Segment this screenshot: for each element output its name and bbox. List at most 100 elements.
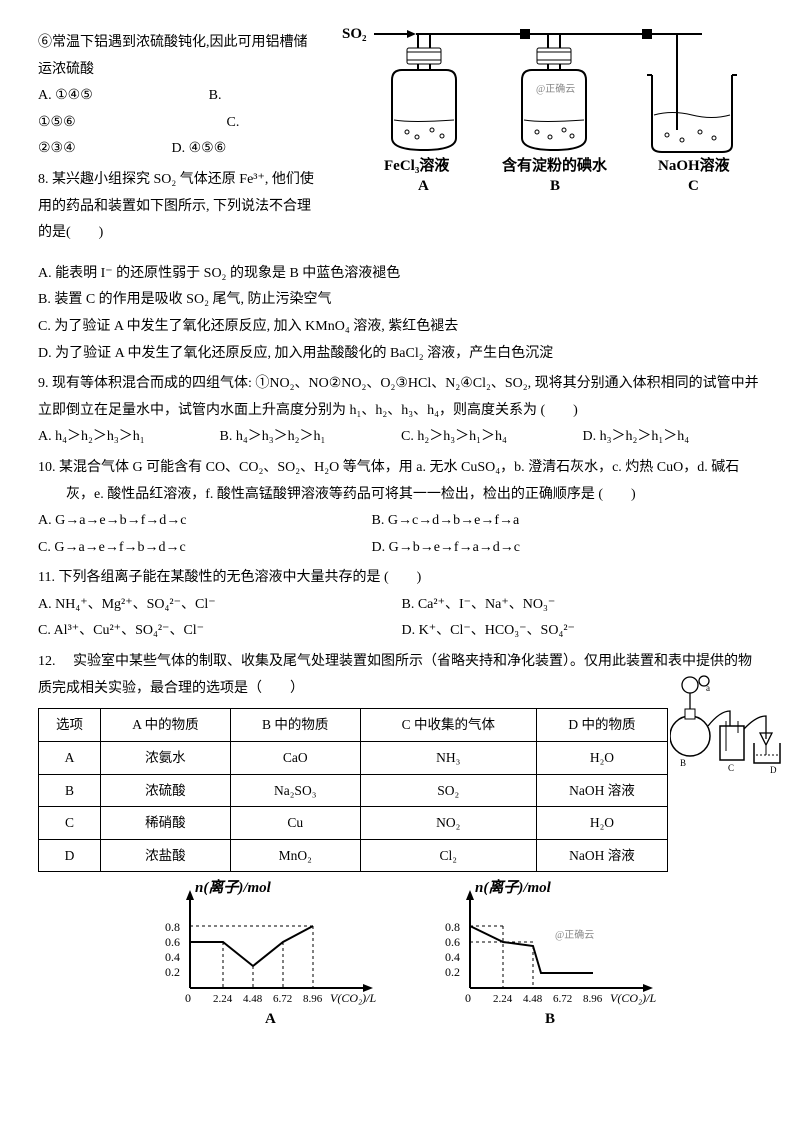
- cell: NO₂: [360, 807, 536, 840]
- cell: CaO: [230, 741, 360, 774]
- q7-text: ⑥常温下铝遇到浓硫酸钝化,因此可用铝槽储运浓硫酸 A. ①④⑤ B. ①⑤⑥ C…: [38, 30, 318, 163]
- q11-row2: C. Al³⁺、Cu²⁺、SO₄²⁻、Cl⁻ D. K⁺、Cl⁻、HCO₃⁻、S…: [38, 618, 762, 645]
- th-3: C 中收集的气体: [360, 709, 536, 742]
- chart-b-label: B: [545, 1011, 555, 1027]
- svg-text:a: a: [706, 683, 710, 693]
- chart-a-xlabel: V(CO₂)/L: [330, 991, 376, 1005]
- q8-optB: B. 装置 C 的作用是吸收 SO₂ 尾气, 防止污染空气: [38, 287, 762, 314]
- ytick: 0.8: [165, 920, 180, 934]
- cell: NH₃: [360, 741, 536, 774]
- flask-b-letter: B: [550, 178, 560, 194]
- ytick: 0.6: [445, 935, 460, 949]
- xtick: 4.48: [523, 993, 543, 1005]
- chart-b-ylabel: n(离子)/mol: [475, 878, 552, 896]
- charts-svg: n(离子)/mol 0.2 0.4 0.6 0.8 0 2.24 4.48 6.…: [135, 878, 665, 1028]
- cell: H₂O: [536, 807, 667, 840]
- q7-options-row3: ②③④ D. ④⑤⑥: [38, 136, 318, 163]
- q10-row2: C. G→a→e→f→b→d→c D. G→b→e→f→a→d→c: [38, 535, 762, 562]
- q11: 11. 下列各组离子能在某酸性的无色溶液中大量共存的是 ( ) A. NH₄⁺、…: [38, 565, 762, 645]
- cell: 浓盐酸: [100, 839, 230, 872]
- cell: Cl₂: [360, 839, 536, 872]
- q10-optD: D. G→b→e→f→a→d→c: [372, 540, 521, 555]
- beaker-c-letter: C: [688, 178, 699, 194]
- q10-optC: C. G→a→e→f→b→d→c: [38, 535, 368, 562]
- svg-text:D: D: [770, 765, 777, 775]
- table-row: A 浓氨水 CaO NH₃ H₂O: [39, 741, 668, 774]
- q11-optC: C. Al³⁺、Cu²⁺、SO₄²⁻、Cl⁻: [38, 618, 398, 645]
- cell: 稀硝酸: [100, 807, 230, 840]
- q9-optC: C. h₂＞h₃＞h₁＞h₄: [401, 424, 579, 451]
- th-4: D 中的物质: [536, 709, 667, 742]
- svg-text:C: C: [728, 763, 734, 773]
- q8-optA: A. 能表明 I⁻ 的还原性弱于 SO₂ 的现象是 B 中蓝色溶液褪色: [38, 261, 762, 288]
- q12-table: 选项 A 中的物质 B 中的物质 C 中收集的气体 D 中的物质 A 浓氨水 C…: [38, 708, 668, 872]
- table-row: C 稀硝酸 Cu NO₂ H₂O: [39, 807, 668, 840]
- q11-stem: 11. 下列各组离子能在某酸性的无色溶液中大量共存的是 ( ): [38, 565, 762, 592]
- xtick: 8.96: [583, 993, 603, 1005]
- q7-optD-label: D.: [172, 141, 189, 156]
- flask-b-caption: 含有淀粉的碘水: [502, 156, 608, 174]
- cell: NaOH 溶液: [536, 839, 667, 872]
- cell: 浓氨水: [100, 741, 230, 774]
- xtick: 0: [185, 991, 191, 1005]
- flask-a: [392, 34, 456, 150]
- cell: Cu: [230, 807, 360, 840]
- q10: 10. 某混合气体 G 可能含有 CO、CO₂、SO₂、H₂O 等气体，用 a.…: [38, 455, 762, 561]
- ytick: 0.2: [445, 965, 460, 979]
- cell: NaOH 溶液: [536, 774, 667, 807]
- cell: C: [39, 807, 101, 840]
- q7-optD-val: ④⑤⑥: [189, 141, 227, 156]
- q10-optB: B. G→c→d→b→e→f→a: [372, 513, 520, 528]
- q9-optD: D. h₃＞h₂＞h₁＞h₄: [583, 424, 690, 451]
- q9-options: A. h₄＞h₂＞h₃＞h₁ B. h₄＞h₃＞h₂＞h₁ C. h₂＞h₃＞h…: [38, 424, 762, 451]
- xtick: 6.72: [273, 993, 292, 1005]
- chart-b-xlabel: V(CO₂)/L: [610, 991, 656, 1005]
- q7-options-row2: ①⑤⑥ C.: [38, 110, 318, 137]
- ytick: 0.4: [445, 950, 460, 964]
- q9-optB: B. h₄＞h₃＞h₂＞h₁: [220, 424, 398, 451]
- q10-optA: A. G→a→e→b→f→d→c: [38, 508, 368, 535]
- q12-apparatus-figure: a B C D: [670, 671, 790, 781]
- q12: 12. 实验室中某些气体的制取、收集及尾气处理装置如图所示（省略夹持和净化装置）…: [38, 649, 762, 872]
- q10-stem: 10. 某混合气体 G 可能含有 CO、CO₂、SO₂、H₂O 等气体，用 a.…: [38, 455, 762, 508]
- th-2: B 中的物质: [230, 709, 360, 742]
- cell: H₂O: [536, 741, 667, 774]
- q10-row1: A. G→a→e→b→f→d→c B. G→c→d→b→e→f→a: [38, 508, 762, 535]
- svg-text:B: B: [680, 758, 686, 768]
- flask-a-caption: FeCl₃溶液: [384, 156, 450, 174]
- table-row: D 浓盐酸 MnO₂ Cl₂ NaOH 溶液: [39, 839, 668, 872]
- chart-a-label: A: [265, 1011, 276, 1027]
- q9-stem: 9. 现有等体积混合而成的四组气体: ①NO₂、NO②NO₂、O₂③HCl、N₂…: [38, 371, 762, 424]
- q9: 9. 现有等体积混合而成的四组气体: ①NO₂、NO②NO₂、O₂③HCl、N₂…: [38, 371, 762, 451]
- q7-optB-val: ①⑤⑥: [38, 110, 223, 137]
- q7-optC-val: ②③④: [38, 136, 168, 163]
- xtick: 0: [465, 991, 471, 1005]
- q8-stem: 8. 某兴趣小组探究 SO₂ 气体还原 Fe³⁺, 他们使用的药品和装置如下图所…: [38, 167, 318, 247]
- watermark-fig: @正确云: [536, 82, 575, 95]
- table-row: B 浓硫酸 Na₂SO₃ SO₂ NaOH 溶液: [39, 774, 668, 807]
- beaker-c-caption: NaOH溶液: [658, 156, 731, 174]
- q12-stem: 12. 实验室中某些气体的制取、收集及尾气处理装置如图所示（省略夹持和净化装置）…: [38, 649, 762, 702]
- so2-label: SO₂: [342, 26, 367, 42]
- q11-optA: A. NH₄⁺、Mg²⁺、SO₄²⁻、Cl⁻: [38, 592, 398, 619]
- flask-b: @正确云: [522, 34, 586, 150]
- cell: D: [39, 839, 101, 872]
- q7-optC-label: C.: [227, 115, 240, 130]
- bottom-charts: n(离子)/mol 0.2 0.4 0.6 0.8 0 2.24 4.48 6.…: [38, 878, 762, 1039]
- ytick: 0.4: [165, 950, 180, 964]
- cell: 浓硫酸: [100, 774, 230, 807]
- apparatus-figure: SO₂ FeCl₃溶液 A: [312, 20, 772, 210]
- xtick: 4.48: [243, 993, 263, 1005]
- th-1: A 中的物质: [100, 709, 230, 742]
- chart-b: n(离子)/mol 0.2 0.4 0.6 0.8 0 2.24 4.48 6.…: [445, 878, 656, 1027]
- ytick: 0.8: [445, 920, 460, 934]
- q11-row1: A. NH₄⁺、Mg²⁺、SO₄²⁻、Cl⁻ B. Ca²⁺、I⁻、Na⁺、NO…: [38, 592, 762, 619]
- cell: B: [39, 774, 101, 807]
- chart-b-watermark: @正确云: [555, 928, 594, 941]
- ytick: 0.2: [165, 965, 180, 979]
- flask-a-letter: A: [418, 178, 429, 194]
- cell: A: [39, 741, 101, 774]
- q7-and-figure: ⑥常温下铝遇到浓硫酸钝化,因此可用铝槽储运浓硫酸 A. ①④⑤ B. ①⑤⑥ C…: [38, 30, 762, 163]
- chart-a: n(离子)/mol 0.2 0.4 0.6 0.8 0 2.24 4.48 6.…: [165, 878, 376, 1027]
- cell: Na₂SO₃: [230, 774, 360, 807]
